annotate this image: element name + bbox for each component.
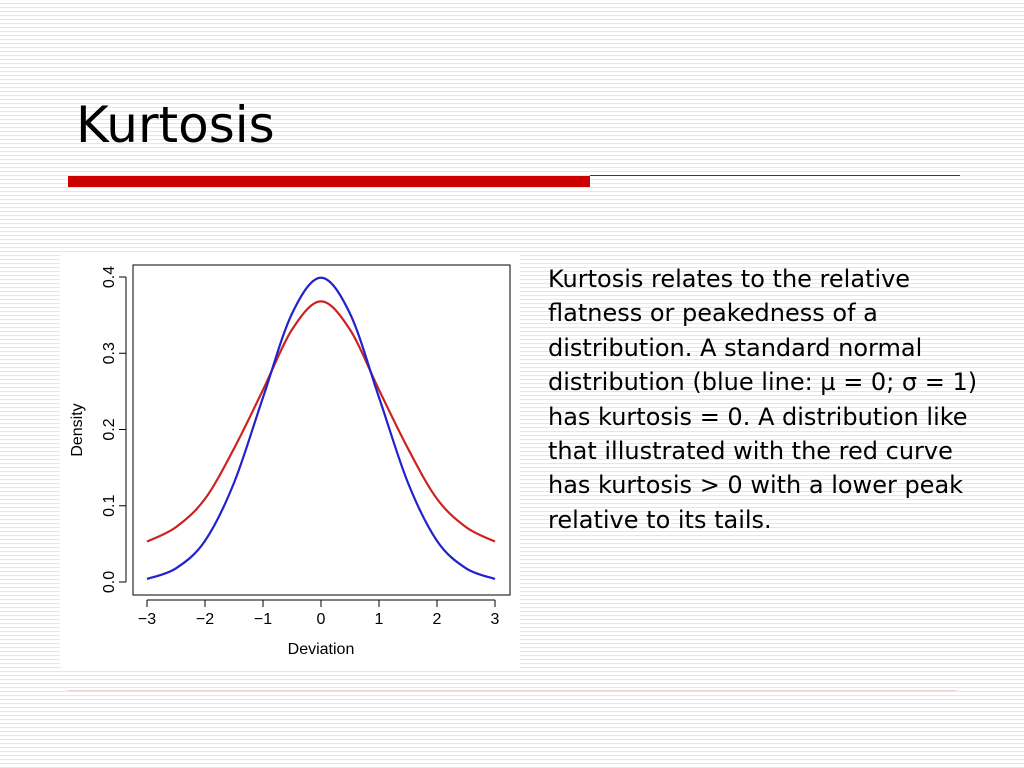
x-tick-label: −3 — [138, 611, 156, 628]
chart-panel: −3 −2 −1 0 1 2 3 0.0 0.1 0.2 0.3 0.4 Deviation Den… — [60, 252, 520, 670]
heavy-tail-curve-line — [146, 300, 496, 543]
footer-rule — [68, 690, 956, 691]
x-tick-label: −1 — [254, 611, 272, 628]
y-tick-label: 0.4 — [101, 266, 118, 288]
y-tick-label: 0.2 — [101, 418, 118, 440]
x-tick-label: −2 — [196, 611, 214, 628]
title-underline-rule — [590, 175, 960, 176]
x-tick-label: 0 — [317, 611, 326, 628]
density-chart: −3 −2 −1 0 1 2 3 0.0 0.1 0.2 0.3 0.4 Deviation Den… — [69, 264, 511, 658]
x-tick-label: 3 — [491, 611, 500, 628]
plot-frame — [132, 264, 511, 596]
normal-curve-line — [146, 276, 496, 580]
x-axis: −3 −2 −1 0 1 2 3 — [138, 599, 500, 628]
y-axis: 0.0 0.1 0.2 0.3 0.4 — [101, 266, 127, 593]
y-axis-label: Density — [69, 403, 86, 456]
body-text: Kurtosis relates to the relative flatnes… — [548, 265, 978, 534]
y-tick-label: 0.0 — [101, 571, 118, 593]
x-axis-label: Deviation — [288, 641, 355, 658]
slide-title: Kurtosis — [76, 96, 275, 154]
y-tick-label: 0.1 — [101, 495, 118, 517]
series-layer — [146, 276, 496, 580]
x-tick-label: 2 — [433, 611, 442, 628]
title-underline-bar — [68, 176, 590, 187]
x-tick-label: 1 — [375, 611, 384, 628]
y-tick-label: 0.3 — [101, 342, 118, 364]
